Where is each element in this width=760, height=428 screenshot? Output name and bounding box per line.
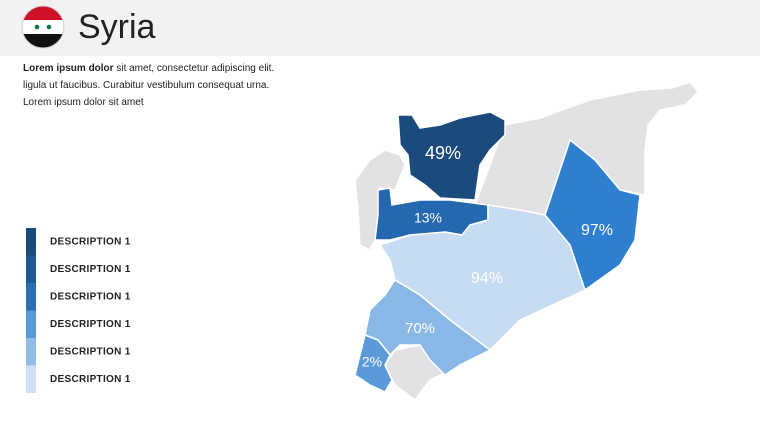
intro-line: ligula ut faucibus. Curabitur vestibulum…	[23, 80, 269, 91]
region-label: 70%	[405, 320, 435, 337]
region-label: 97%	[581, 222, 613, 239]
region	[544, 138, 641, 292]
header-band	[0, 0, 760, 56]
legend-label: DESCRIPTION 1	[50, 236, 131, 247]
legend-label: DESCRIPTION 1	[50, 291, 131, 302]
legend-label: DESCRIPTION 1	[50, 264, 131, 275]
intro-bold: Lorem ipsum dolor	[23, 63, 114, 74]
intro-line: Lorem ipsum dolor sit amet, consectetur …	[23, 63, 274, 74]
region-label: 2%	[362, 354, 382, 370]
region	[364, 278, 492, 376]
intro-text: sit amet, consectetur adipiscing elit.	[114, 63, 275, 74]
legend-swatch	[26, 228, 36, 256]
region-label: 49%	[425, 143, 461, 163]
legend-swatch	[26, 338, 36, 366]
title: Syria	[78, 8, 156, 46]
legend-swatch	[26, 310, 36, 338]
legend-swatch	[26, 365, 36, 393]
region-label: 13%	[414, 210, 442, 226]
region-label: 94%	[471, 270, 503, 287]
legend-label: DESCRIPTION 1	[50, 374, 131, 385]
flag	[21, 5, 65, 49]
legend-label: DESCRIPTION 1	[50, 346, 131, 357]
legend-swatch	[26, 255, 36, 283]
intro-line: Lorem ipsum dolor sit amet	[23, 97, 144, 108]
legend: DESCRIPTION 1 DESCRIPTION 1 DESCRIPTION 1 D…	[26, 228, 131, 393]
region	[354, 333, 393, 393]
region	[397, 111, 506, 201]
legend-label: DESCRIPTION 1	[50, 319, 131, 330]
map: 49% 13% 94% 97% 70% 2%	[354, 81, 700, 402]
legend-swatch	[26, 283, 36, 311]
